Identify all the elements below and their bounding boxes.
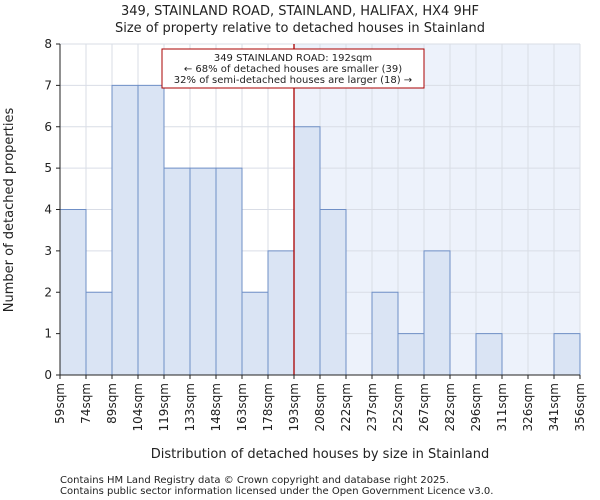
- bars: [59, 84, 581, 376]
- annotation-line-2: ← 68% of detached houses are smaller (39…: [184, 64, 402, 75]
- bar-148sqm: [215, 167, 243, 376]
- x-tick-label: 311sqm: [495, 383, 509, 431]
- bar-133sqm: [189, 167, 217, 376]
- bar-59sqm: [59, 209, 87, 376]
- x-ticks: 59sqm 74sqm 89sqm 104sqm 119sqm 133sqm 148sqm 1…: [53, 375, 587, 431]
- bar-104sqm: [137, 84, 165, 376]
- bar-193sqm: [293, 126, 321, 376]
- y-tick-label: 0: [44, 368, 52, 382]
- x-tick-label: 237sqm: [365, 383, 379, 431]
- x-tick-label: 193sqm: [287, 383, 301, 431]
- bar-163sqm: [241, 291, 269, 376]
- y-axis-label: Number of detached properties: [2, 108, 17, 313]
- chart-subtitle: Size of property relative to detached ho…: [115, 21, 485, 36]
- annotation-line-3: 32% of semi-detached houses are larger (…: [174, 75, 412, 86]
- y-tick-label: 2: [44, 285, 52, 299]
- bar-252sqm: [397, 333, 425, 376]
- bar-208sqm: [319, 209, 347, 376]
- x-tick-label: 74sqm: [79, 383, 93, 424]
- y-tick-label: 5: [44, 161, 52, 175]
- y-tick-label: 1: [44, 327, 52, 341]
- bar-237sqm: [371, 291, 399, 376]
- bar-341sqm: [553, 333, 581, 376]
- x-tick-label: 59sqm: [53, 383, 67, 424]
- x-tick-label: 89sqm: [105, 383, 119, 424]
- bar-178sqm: [267, 250, 295, 376]
- x-tick-label: 119sqm: [157, 383, 171, 431]
- x-tick-label: 326sqm: [521, 383, 535, 431]
- y-tick-label: 6: [44, 120, 52, 134]
- bar-119sqm: [163, 167, 191, 376]
- y-ticks: 0 1 2 3 4 5 6 7 8: [44, 37, 60, 382]
- y-tick-label: 3: [44, 244, 52, 258]
- x-tick-label: 252sqm: [391, 383, 405, 431]
- bar-74sqm: [85, 291, 113, 376]
- bar-89sqm: [111, 84, 139, 376]
- footer-line-2: Contains public sector information licen…: [60, 486, 493, 497]
- x-axis-label: Distribution of detached houses by size …: [151, 447, 489, 462]
- x-tick-label: 296sqm: [469, 383, 483, 431]
- footer-line-1: Contains HM Land Registry data © Crown c…: [60, 475, 449, 486]
- x-tick-label: 178sqm: [261, 383, 275, 431]
- y-tick-label: 4: [44, 203, 52, 217]
- annotation-line-1: 349 STAINLAND ROAD: 192sqm: [214, 53, 372, 64]
- x-tick-label: 267sqm: [417, 383, 431, 431]
- y-tick-label: 8: [44, 37, 52, 51]
- annotation: 349 STAINLAND ROAD: 192sqm ← 68% of deta…: [161, 48, 425, 89]
- y-tick-label: 7: [44, 78, 52, 92]
- bar-296sqm: [475, 333, 503, 376]
- chart-title: 349, STAINLAND ROAD, STAINLAND, HALIFAX,…: [121, 4, 479, 19]
- x-tick-label: 282sqm: [443, 383, 457, 431]
- x-tick-label: 356sqm: [573, 383, 587, 431]
- x-tick-label: 163sqm: [235, 383, 249, 431]
- x-tick-label: 208sqm: [313, 383, 327, 431]
- x-tick-label: 341sqm: [547, 383, 561, 431]
- x-tick-label: 133sqm: [183, 383, 197, 431]
- x-tick-label: 222sqm: [339, 383, 353, 431]
- x-tick-label: 104sqm: [131, 383, 145, 431]
- annotation-box: [161, 48, 425, 89]
- x-tick-label: 148sqm: [209, 383, 223, 431]
- bar-267sqm: [423, 250, 451, 376]
